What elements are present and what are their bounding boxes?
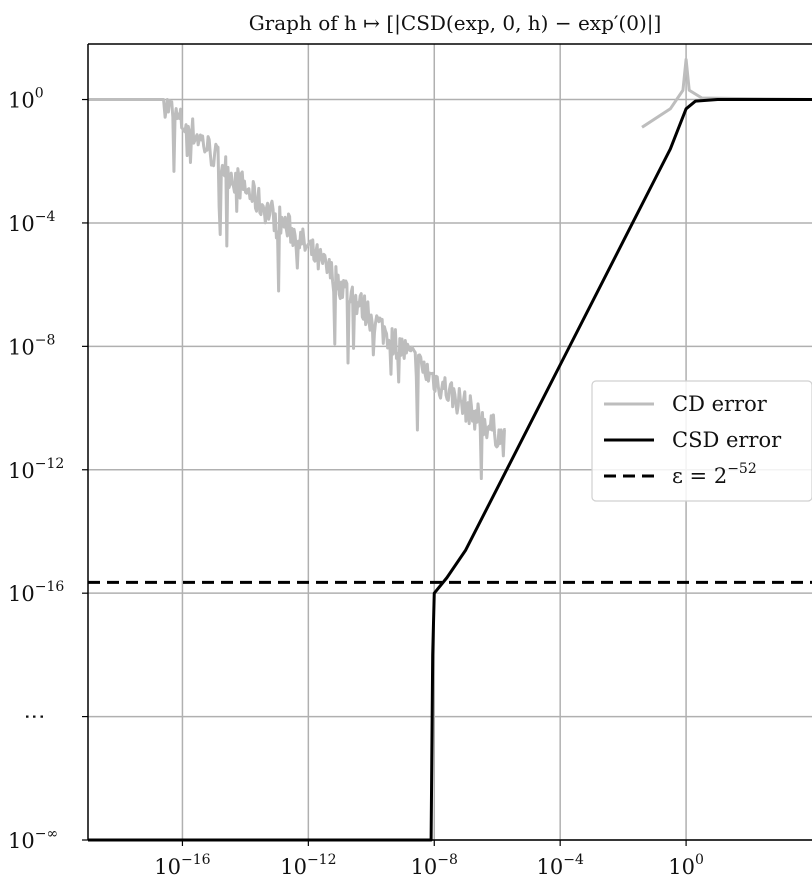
tick-labels: 10−16 10−12 10−8 10−4 100 100 10−4 10−8 10−12 10−… [8, 86, 704, 879]
y-tick-label: 10−8 [8, 332, 55, 359]
legend-label: ε = 2−52 [672, 461, 757, 488]
y-tick-label: 10−∞ [8, 826, 58, 853]
x-tick-label: 10−4 [536, 852, 583, 879]
legend-label: CSD error [672, 428, 782, 452]
axes [82, 43, 812, 846]
y-tick-label: 10−16 [8, 579, 64, 606]
series-layer [88, 57, 812, 842]
x-tick-label: 100 [668, 852, 704, 879]
x-tick-label: 10−8 [411, 852, 458, 879]
series-cd-error-tail [641, 57, 812, 129]
y-tick-label: 10−4 [8, 209, 55, 236]
y-tick-label: 10−12 [8, 456, 64, 483]
y-tick-label: ⋮ [23, 706, 47, 727]
chart-title: Graph of h ↦ [|CSD(exp, 0, h) − exp′(0)|… [249, 11, 662, 36]
series-csd-error-line [88, 98, 812, 842]
legend-label: CD error [672, 392, 768, 416]
x-tick-label: 10−16 [154, 852, 210, 879]
legend-box [591, 380, 812, 502]
legend: CD error CSD error ε = 2−52 [591, 380, 812, 502]
series-cd-error-line [88, 98, 506, 481]
x-tick-label: 10−12 [280, 852, 336, 879]
y-tick-label: 100 [8, 86, 44, 113]
